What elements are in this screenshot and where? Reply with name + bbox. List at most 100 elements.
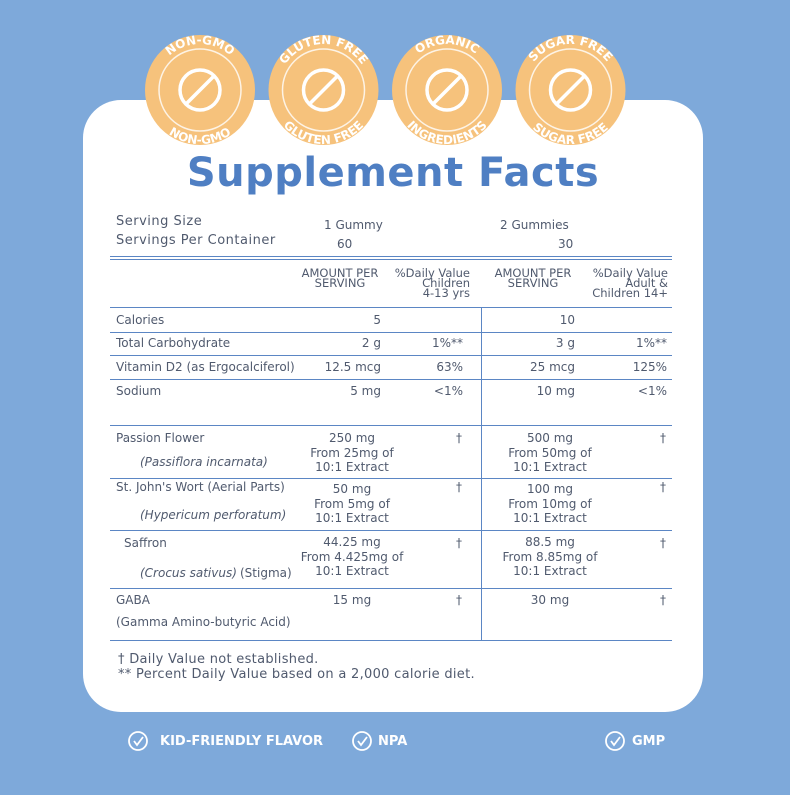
amount: From 4.425mg of	[300, 549, 404, 564]
footnote: ** Percent Daily Value based on a 2,000 …	[118, 667, 475, 682]
amount: 44.25 mg	[323, 535, 381, 549]
amount: From 8.85mg of	[502, 549, 598, 564]
ingredient-name: Saffron	[124, 536, 167, 550]
amount: 12.5 mcg	[324, 360, 381, 374]
amount: 15 mg	[332, 593, 372, 607]
rule	[110, 332, 672, 333]
latin-name: (Crocus sativus)	[140, 566, 237, 580]
serving-label: Servings Per Container	[116, 233, 276, 248]
badge-ring	[528, 48, 613, 132]
serving-value: 60	[337, 237, 353, 251]
amount: 50 mg	[332, 482, 372, 496]
amount: 25 mcg	[530, 360, 575, 374]
column-divider	[481, 307, 482, 640]
badge-icon	[178, 68, 222, 112]
rule	[110, 425, 672, 426]
rule	[110, 530, 672, 531]
daily-value: 1%**	[431, 336, 463, 350]
badge-ring	[405, 48, 489, 132]
latin-name: (Passiflora incarnata)	[140, 455, 268, 469]
feature-check	[357, 736, 368, 747]
daily-value: <1%	[637, 384, 667, 398]
rule	[110, 355, 672, 356]
amount: 5 mg	[350, 384, 381, 398]
column-header: SERVING	[507, 276, 559, 290]
daily-value: †	[660, 536, 666, 550]
ingredient-note: (Gamma Amino-butyric Acid)	[116, 615, 291, 629]
feature-icon	[352, 731, 372, 751]
amount: 10	[559, 313, 575, 327]
nutrient-name: Calories	[116, 313, 165, 327]
amount: 3 g	[555, 336, 575, 350]
feature: NPA	[378, 734, 408, 749]
amount: 500 mg	[526, 431, 574, 445]
serving-value: 30	[558, 237, 574, 251]
rule	[110, 259, 672, 260]
rule	[110, 256, 672, 257]
column-header: AMOUNT PER	[301, 266, 379, 280]
serving-label: Serving Size	[116, 214, 203, 229]
feature: GMP	[632, 734, 666, 749]
daily-value: †	[660, 480, 666, 494]
feature-icon	[605, 731, 625, 751]
column-header: Children	[422, 276, 470, 290]
column-header: AMOUNT PER	[494, 266, 572, 280]
latin-name: (Hypericum perforatum)	[140, 508, 287, 522]
amount: From 10mg of	[508, 496, 592, 511]
column-header: Adult &	[625, 276, 668, 290]
feature-icon	[128, 731, 148, 751]
amount: 10:1 Extract	[513, 511, 587, 525]
daily-value: †	[660, 431, 666, 445]
amount: 10:1 Extract	[315, 460, 389, 474]
amount: 5	[373, 313, 381, 327]
badge-icon-slash	[555, 74, 586, 106]
nutrient-name: Vitamin D2 (as Ergocalciferol)	[116, 360, 295, 374]
column-header: 4-13 yrs	[422, 286, 470, 300]
feature-check	[133, 736, 144, 747]
badge-icon-slash	[431, 74, 463, 106]
amount: 10:1 Extract	[315, 511, 389, 525]
badge-text: NON-GMO	[167, 125, 233, 148]
serving-value: 1 Gummy	[324, 218, 383, 232]
rule	[110, 379, 672, 380]
badge-icon	[301, 68, 346, 112]
amount: 30 mg	[530, 593, 570, 607]
ingredient-name: St. John's Wort (Aerial Parts)	[116, 480, 285, 494]
rule	[110, 307, 672, 308]
amount: 10:1 Extract	[513, 460, 587, 474]
badge-icon-slash	[308, 74, 339, 106]
badge-ring	[158, 48, 242, 132]
amount: 250 mg	[328, 431, 376, 445]
amount: From 5mg of	[314, 496, 390, 511]
daily-value: 63%	[436, 360, 463, 374]
ingredient-name: Passion Flower	[116, 431, 205, 445]
amount: 2 g	[361, 336, 381, 350]
daily-value: 125%	[632, 360, 667, 374]
column-header: Children 14+	[592, 286, 668, 300]
daily-value: †	[456, 431, 462, 445]
badge-ring	[281, 48, 366, 132]
amount: 88.5 mg	[525, 535, 575, 549]
footnote: † Daily Value not established.	[118, 652, 319, 667]
daily-value: †	[456, 536, 462, 550]
facts-card	[83, 100, 703, 712]
amount: 10 mg	[536, 384, 575, 398]
nutrient-name: Total Carbohydrate	[116, 336, 231, 350]
badge-text-path: NON-GMO	[167, 125, 233, 148]
badge-icon-slash	[184, 74, 216, 106]
daily-value: 1%**	[635, 336, 667, 350]
badge-icon	[425, 68, 469, 112]
daily-value: †	[456, 593, 462, 607]
amount: From 25mg of	[310, 445, 394, 460]
title: Supplement Facts	[186, 150, 600, 196]
daily-value: †	[456, 480, 462, 494]
rule	[110, 588, 672, 589]
amount: 10:1 Extract	[513, 564, 587, 578]
badge-icon	[548, 68, 593, 112]
feature-check	[610, 736, 621, 747]
daily-value: <1%	[433, 384, 463, 398]
amount: From 50mg of	[508, 445, 592, 460]
ingredient-note: (Stigma)	[240, 566, 292, 580]
